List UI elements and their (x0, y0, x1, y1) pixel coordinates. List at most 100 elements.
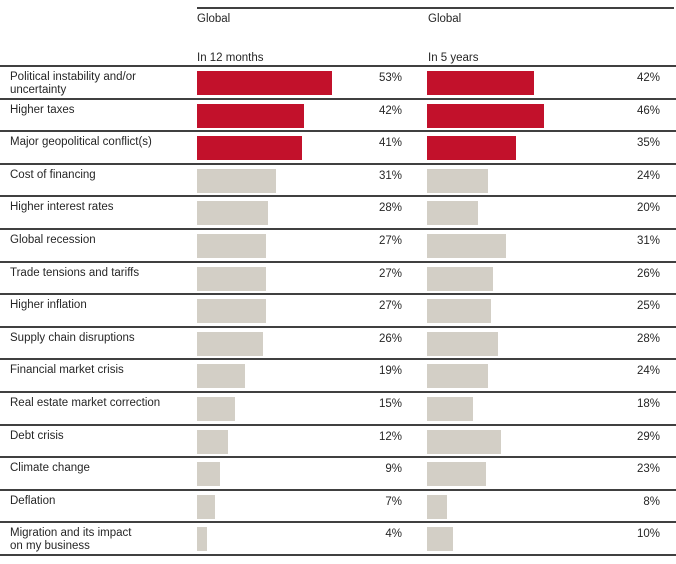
column-gap (407, 165, 427, 196)
table-row: Trade tensions and tariffs 27% 26% (0, 263, 676, 296)
bar-12-months (197, 429, 228, 454)
bar-12-months (197, 103, 305, 128)
row-label: Migration and its impact on my business (10, 527, 132, 553)
column-gap (407, 426, 427, 457)
table-row: Real estate market correction 15% 18% (0, 393, 676, 426)
value-5-years: 35% (636, 137, 660, 150)
column-gap (407, 132, 427, 163)
value-5-years: 8% (643, 495, 660, 508)
bar-5-years (427, 201, 478, 226)
bar-12-months (197, 494, 215, 519)
bar-cell-12-months (197, 523, 340, 554)
value-12-months: 26% (378, 332, 402, 345)
value-12-months: 28% (378, 202, 402, 215)
column-gap (407, 328, 427, 359)
bar-12-months (197, 527, 208, 552)
column-gap (407, 295, 427, 326)
bar-cell-12-months (197, 67, 340, 98)
bar-cell-5-years (427, 393, 570, 424)
bar-cell-5-years (427, 165, 570, 196)
value-5-years: 10% (636, 528, 660, 541)
table-row: Higher inflation 27% 25% (0, 295, 676, 328)
value-12-months: 27% (378, 234, 402, 247)
column-gap (407, 263, 427, 294)
bar-cell-5-years (427, 263, 570, 294)
value-12-months: 31% (378, 169, 402, 182)
value-12-months: 7% (385, 495, 402, 508)
bar-cell-12-months (197, 230, 340, 261)
row-label: Major geopolitical conflict(s) (10, 136, 152, 149)
column-gap (407, 523, 427, 554)
bar-cell-12-months (197, 458, 340, 489)
value-5-years: 24% (636, 169, 660, 182)
value-12-months: 27% (378, 267, 402, 280)
bar-12-months (197, 233, 266, 258)
bar-cell-5-years (427, 426, 570, 457)
bar-5-years (427, 136, 517, 161)
value-5-years: 25% (636, 300, 660, 313)
row-label: Supply chain disruptions (10, 331, 135, 344)
table-row: Cost of financing 31% 24% (0, 165, 676, 198)
row-label: Debt crisis (10, 429, 64, 442)
row-label: Higher taxes (10, 103, 75, 116)
bar-12-months (197, 136, 302, 161)
bar-5-years (427, 168, 489, 193)
bar-5-years (427, 494, 448, 519)
column2-group-label: Global (428, 13, 462, 25)
bar-5-years (427, 299, 491, 324)
column-gap (407, 100, 427, 131)
column-header-5-years: Global In 5 years (428, 13, 479, 65)
table-row: Supply chain disruptions 26% 28% (0, 328, 676, 361)
bar-5-years (427, 396, 473, 421)
bar-5-years (427, 429, 501, 454)
bar-cell-12-months (197, 360, 340, 391)
column-header-12-months: Global In 12 months (197, 13, 263, 65)
column-gap (407, 67, 427, 98)
row-label: Trade tensions and tariffs (10, 266, 140, 279)
table-row: Global recession 27% 31% (0, 230, 676, 263)
value-12-months: 53% (378, 72, 402, 84)
table-row: Major geopolitical conflict(s) 41% 35% (0, 132, 676, 165)
bar-cell-12-months (197, 197, 340, 228)
bar-12-months (197, 266, 266, 291)
column-gap (407, 491, 427, 522)
column-gap (407, 230, 427, 261)
value-12-months: 12% (378, 430, 402, 443)
row-label: Higher interest rates (10, 201, 114, 214)
bar-cell-12-months (197, 263, 340, 294)
value-5-years: 23% (636, 463, 660, 476)
bar-cell-5-years (427, 197, 570, 228)
bar-5-years (427, 233, 507, 258)
value-5-years: 20% (636, 202, 660, 215)
column1-group-label: Global (197, 13, 231, 25)
header-top-rule (197, 7, 674, 9)
value-5-years: 31% (636, 234, 660, 247)
column-gap (407, 197, 427, 228)
bar-cell-12-months (197, 132, 340, 163)
row-label: Political instability and/or uncertainty (10, 71, 136, 96)
value-12-months: 41% (378, 137, 402, 150)
bar-12-months (197, 168, 277, 193)
bar-cell-5-years (427, 132, 570, 163)
value-5-years: 29% (636, 430, 660, 443)
bar-12-months (197, 71, 333, 95)
bar-5-years (427, 331, 499, 356)
bar-cell-12-months (197, 165, 340, 196)
bar-12-months (197, 299, 266, 324)
column-gap (407, 393, 427, 424)
bar-5-years (427, 462, 486, 487)
value-5-years: 46% (636, 104, 660, 117)
value-12-months: 9% (385, 463, 402, 476)
bar-cell-5-years (427, 100, 570, 131)
column2-period-label: In 5 years (428, 52, 479, 64)
bar-cell-5-years (427, 328, 570, 359)
row-label: Deflation (10, 494, 56, 507)
column-gap (407, 458, 427, 489)
value-12-months: 4% (385, 528, 402, 541)
row-label: Climate change (10, 462, 90, 475)
bar-12-months (197, 396, 236, 421)
table-row: Debt crisis 12% 29% (0, 426, 676, 459)
column-gap (407, 360, 427, 391)
bar-5-years (427, 266, 494, 291)
